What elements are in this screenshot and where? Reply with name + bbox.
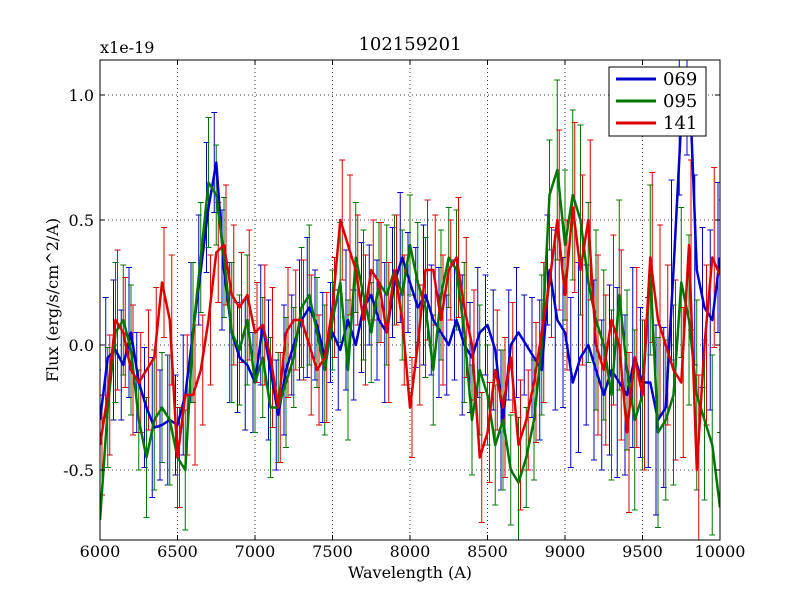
x-axis-title: Wavelength (A) [348, 563, 472, 582]
y-axis-title: Flux (erg/s/cm^2/A) [43, 218, 62, 382]
x-tick-label: 8500 [467, 542, 508, 561]
series-line-069 [100, 68, 720, 429]
series-layer [100, 60, 720, 540]
y-tick-label: 1.0 [69, 86, 94, 105]
legend-label-141: 141 [663, 113, 697, 134]
x-tick-label: 7000 [235, 542, 276, 561]
axis-ticks: 6000 6500 7000 7500 8000 8500 9000 9500 10000 -0.… [63, 60, 745, 561]
x-tick-label: 6000 [80, 542, 121, 561]
chart-title: 102159201 [358, 34, 461, 55]
x-tick-label: 9000 [545, 542, 586, 561]
y-offset-text: x1e-19 [100, 38, 154, 57]
legend: 069 095 141 [608, 66, 707, 137]
y-tick-label: 0.5 [69, 211, 94, 230]
x-tick-label: 8000 [390, 542, 431, 561]
series-line-141 [100, 206, 720, 472]
x-tick-label: 6500 [157, 542, 198, 561]
legend-label-095: 095 [663, 91, 697, 112]
series-line-095 [100, 168, 720, 521]
x-tick-label: 7500 [312, 542, 353, 561]
legend-label-069: 069 [663, 69, 697, 90]
y-tick-label: -0.5 [63, 461, 94, 480]
x-tick-label: 10000 [695, 542, 746, 561]
y-tick-label: 0.0 [69, 336, 94, 355]
x-tick-label: 9500 [622, 542, 663, 561]
